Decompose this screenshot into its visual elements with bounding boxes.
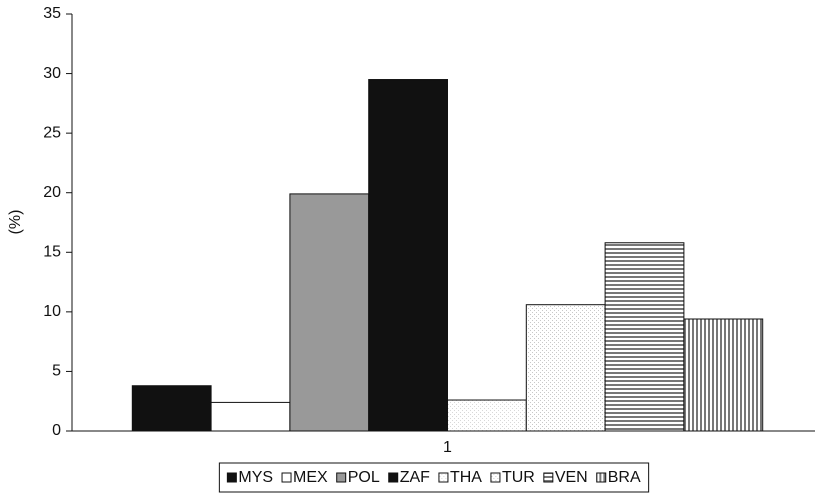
legend-swatch	[543, 472, 554, 483]
y-tick-label: 0	[52, 422, 61, 439]
bar	[368, 79, 449, 432]
bar	[683, 318, 764, 432]
legend: MYS MEX POL ZAF THA TUR VEN BRA	[226, 469, 641, 486]
legend-label: ZAF	[400, 469, 430, 486]
legend-label: THA	[450, 469, 482, 486]
bar	[289, 193, 370, 432]
bar	[210, 401, 291, 432]
legend-label: POL	[348, 469, 380, 486]
legend-label: MEX	[293, 469, 328, 486]
y-tick-label: 25	[43, 124, 61, 141]
bar	[447, 399, 527, 432]
legend-swatch	[281, 472, 292, 483]
y-tick-label: 10	[43, 303, 61, 320]
legend-swatch	[438, 472, 449, 483]
y-tick-label: 20	[43, 184, 61, 201]
legend-label: BRA	[608, 469, 641, 486]
legend-box	[218, 462, 650, 493]
y-tick-label: 35	[43, 5, 61, 22]
legend-swatch	[596, 472, 607, 483]
legend-label: TUR	[502, 469, 535, 486]
bar	[604, 242, 685, 432]
legend-label: MYS	[238, 469, 273, 486]
bar	[131, 385, 212, 432]
legend-swatch	[490, 472, 501, 483]
y-tick-label: 5	[52, 363, 61, 380]
legend-label: VEN	[555, 469, 588, 486]
legend-swatch	[336, 472, 347, 483]
y-tick-label: 30	[43, 65, 61, 82]
y-axis-label: (%)	[7, 210, 24, 235]
bar	[525, 304, 606, 432]
x-tick-label: 1	[443, 439, 452, 456]
y-tick-label: 15	[43, 244, 61, 261]
legend-swatch	[226, 472, 237, 483]
legend-swatch	[388, 472, 399, 483]
